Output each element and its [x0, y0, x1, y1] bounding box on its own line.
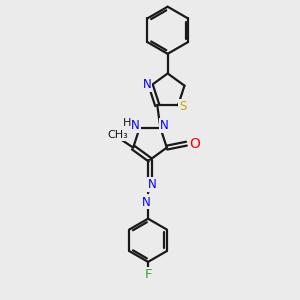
Text: F: F — [144, 268, 152, 281]
Text: H: H — [123, 118, 131, 128]
Text: CH₃: CH₃ — [107, 130, 128, 140]
Text: N: N — [160, 119, 169, 132]
Text: N: N — [148, 178, 156, 191]
Text: O: O — [189, 137, 200, 151]
Text: S: S — [179, 100, 187, 113]
Text: N: N — [142, 78, 151, 91]
Text: N: N — [142, 196, 150, 208]
Text: N: N — [131, 119, 140, 132]
